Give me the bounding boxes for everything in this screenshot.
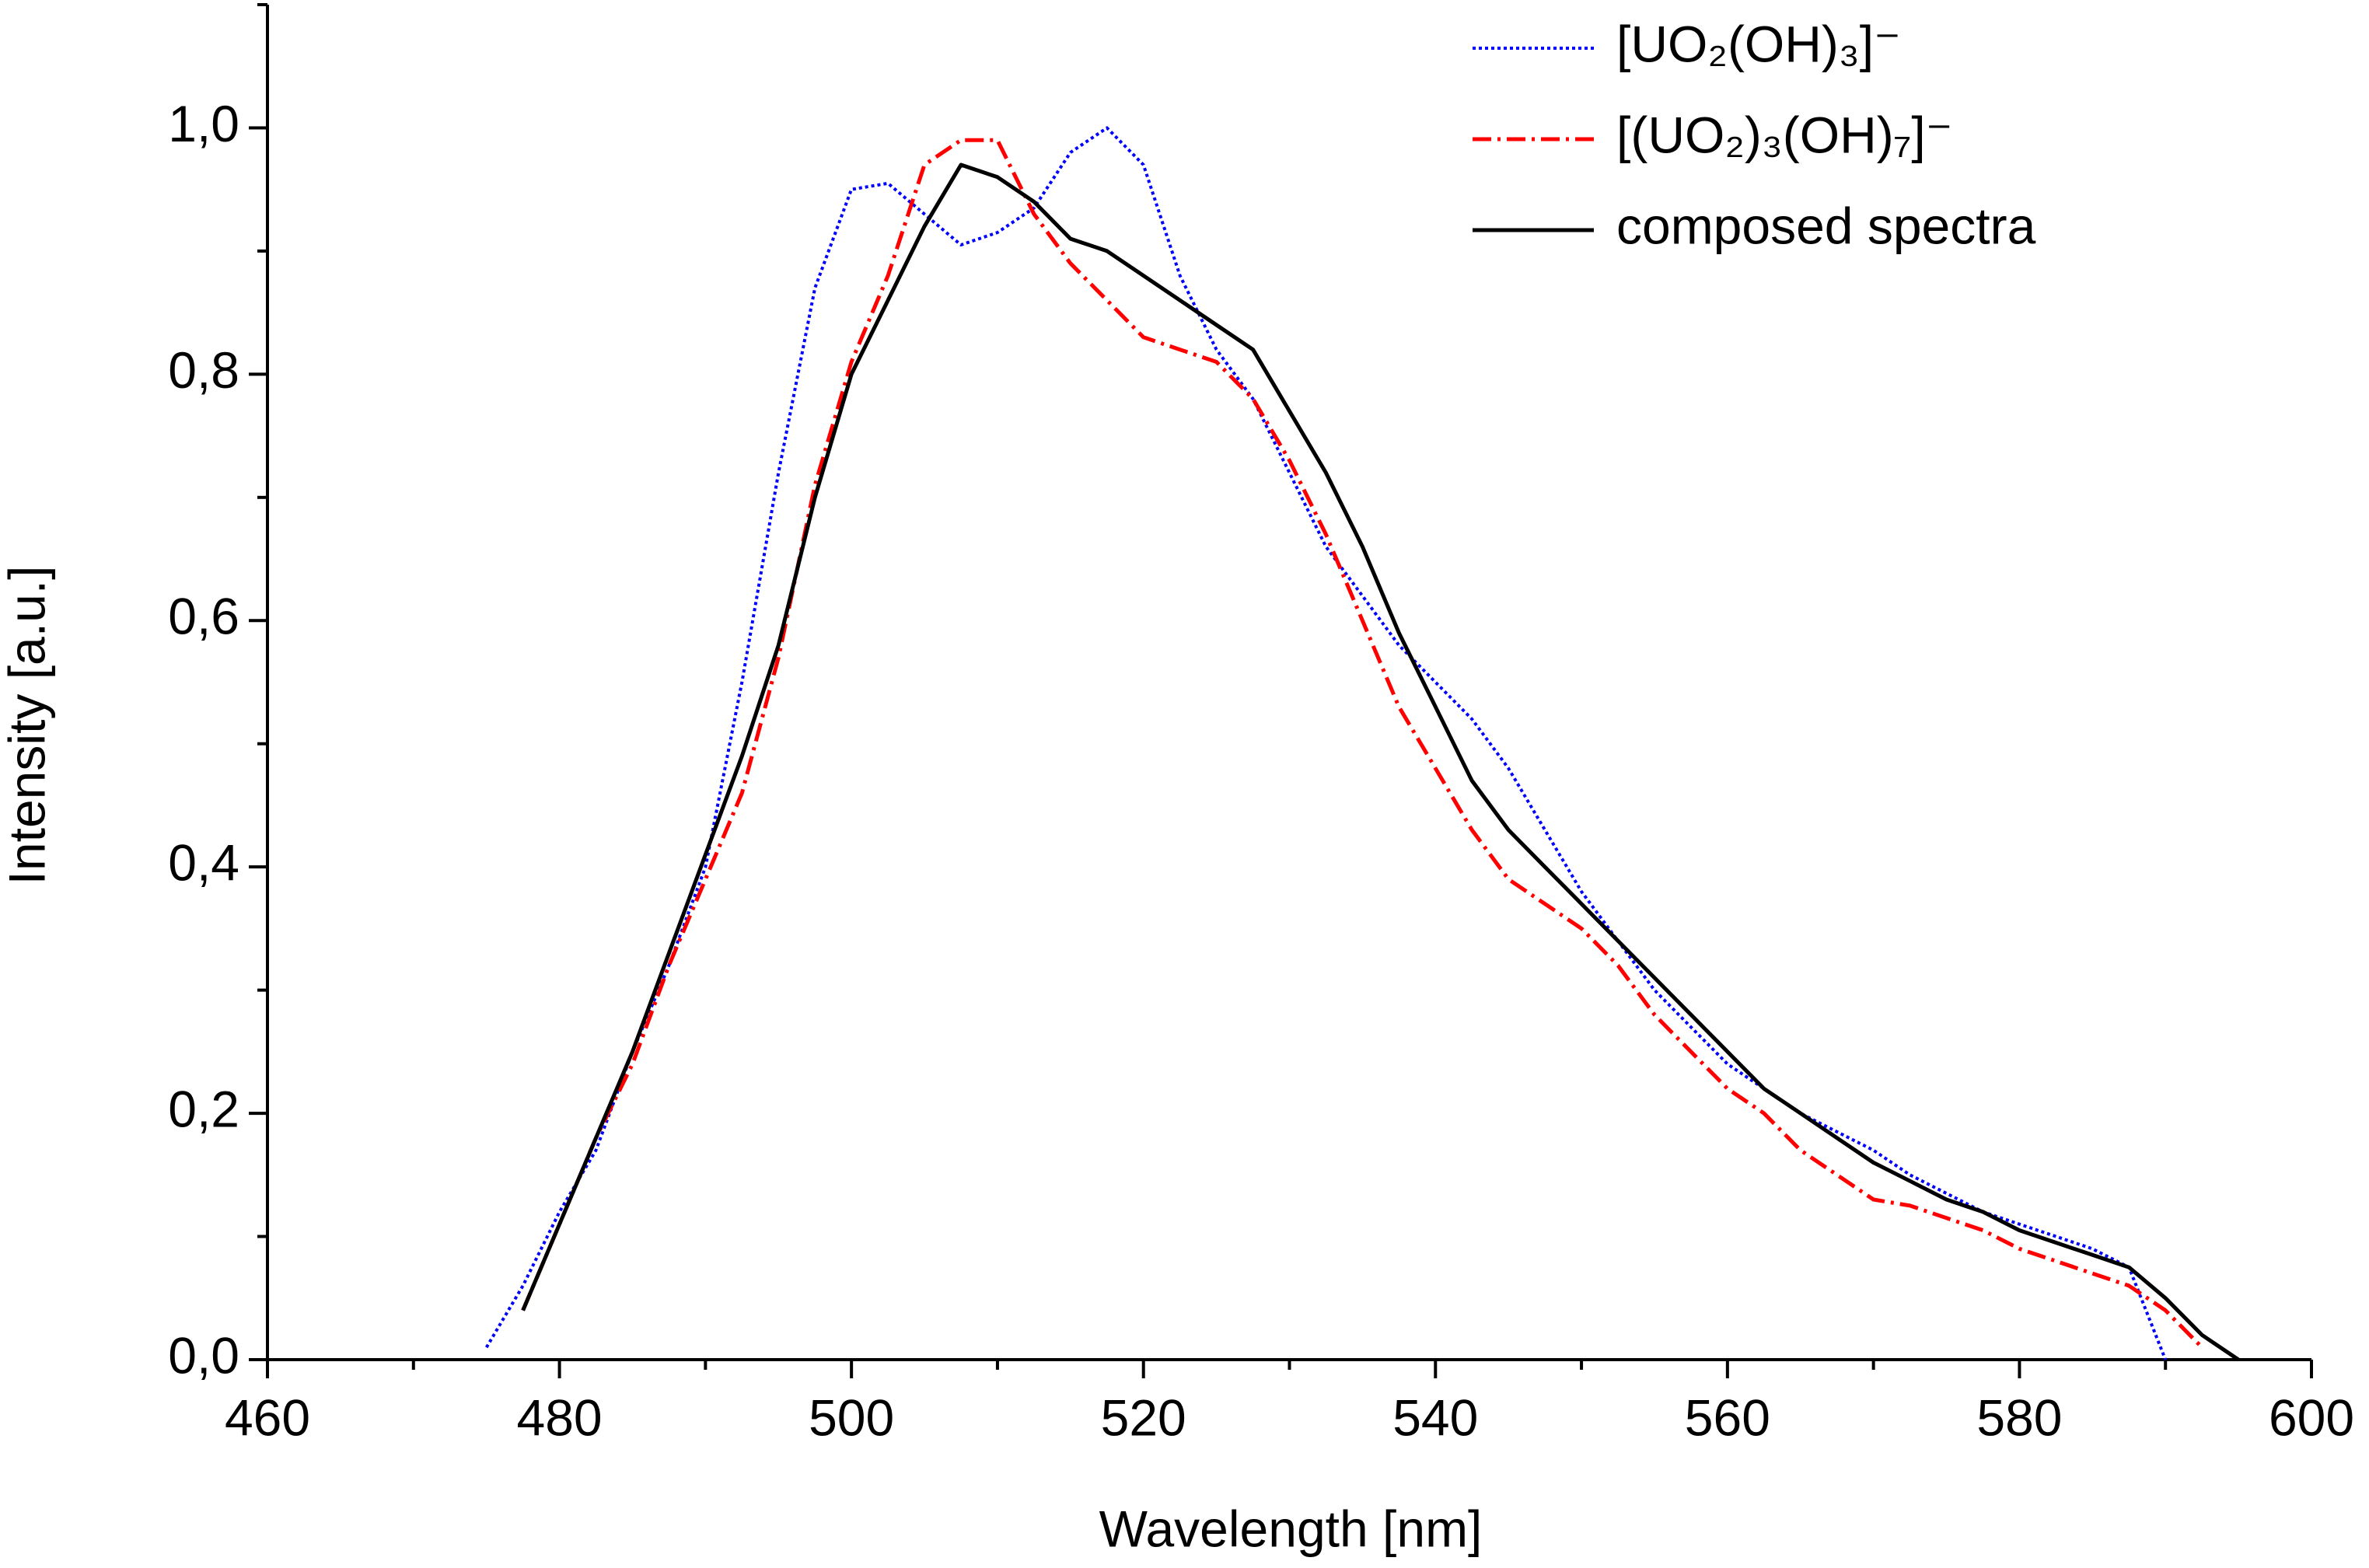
x-tick-label: 560 — [1685, 1388, 1770, 1446]
x-tick-label: 600 — [2269, 1388, 2354, 1446]
y-tick-label: 1,0 — [168, 95, 239, 152]
legend-label: composed spectra — [1616, 197, 2036, 254]
x-axis-label: Wavelength [nm] — [1099, 1500, 1483, 1557]
x-tick-label: 480 — [517, 1388, 603, 1446]
y-tick-label: 0,8 — [168, 341, 239, 399]
y-tick-label: 0,0 — [168, 1326, 239, 1384]
series-line — [484, 126, 2168, 1360]
x-tick-label: 460 — [225, 1388, 310, 1446]
y-tick-label: 0,4 — [168, 834, 239, 892]
y-tick-label: 0,6 — [168, 588, 239, 645]
legend-label: [UO₂(OH)₃]⁻ — [1616, 15, 1901, 72]
y-axis-label: Intensity [a.u.] — [0, 566, 55, 885]
y-tick-label: 0,2 — [168, 1081, 239, 1138]
x-tick-label: 580 — [1976, 1388, 2062, 1446]
x-tick-label: 540 — [1392, 1388, 1478, 1446]
series-line — [521, 138, 2203, 1349]
legend-label: [(UO₂)₃(OH)₇]⁻ — [1616, 106, 1953, 163]
x-tick-label: 520 — [1101, 1388, 1186, 1446]
series-line — [521, 162, 2240, 1362]
x-tick-label: 500 — [809, 1388, 894, 1446]
